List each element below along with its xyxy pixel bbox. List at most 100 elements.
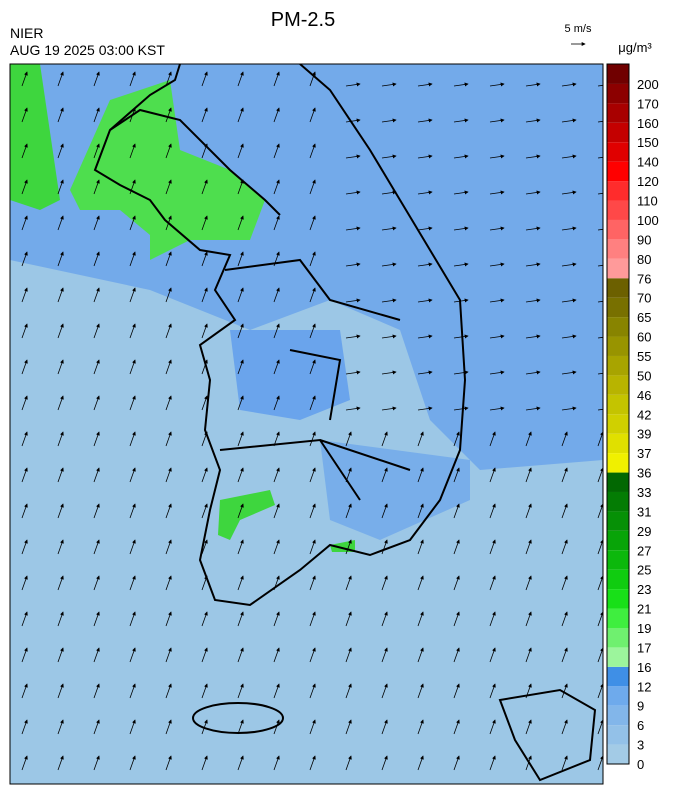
wind-arrow <box>93 431 100 447</box>
wind-arrow <box>237 611 244 627</box>
colorbar-segment <box>607 627 629 648</box>
wind-arrow <box>273 611 280 627</box>
wind-arrow <box>453 118 469 123</box>
wind-arrow <box>129 503 136 519</box>
wind-arrow <box>237 755 244 771</box>
wind-arrow <box>237 287 244 303</box>
wind-arrow <box>561 370 577 375</box>
wind-arrow <box>165 143 172 159</box>
wind-arrow <box>525 611 532 627</box>
colorbar-label: 29 <box>637 524 651 539</box>
colorbar-label: 12 <box>637 679 651 694</box>
colorbar-label: 140 <box>637 155 659 170</box>
wind-arrow <box>93 647 100 663</box>
wind-arrow <box>561 611 568 627</box>
wind-arrow <box>381 683 388 699</box>
wind-arrow <box>597 647 603 663</box>
wind-arrow <box>129 143 136 159</box>
wind-arrow <box>201 611 208 627</box>
wind-arrow <box>201 647 208 663</box>
wind-arrow <box>273 179 280 195</box>
wind-arrow <box>57 323 64 339</box>
wind-arrow <box>417 298 433 303</box>
wind-arrow <box>309 179 316 195</box>
wind-arrow <box>237 143 244 159</box>
colorbar-label: 100 <box>637 213 659 228</box>
wind-arrow <box>345 683 352 699</box>
wind-arrow <box>417 431 424 447</box>
wind-arrow <box>417 370 433 375</box>
colorbar-segment <box>607 453 629 473</box>
wind-arrow <box>453 190 469 195</box>
wind-arrow <box>57 755 64 771</box>
wind-arrow <box>381 647 388 663</box>
wind-arrow <box>489 683 496 699</box>
title: PM-2.5 <box>271 9 335 31</box>
wind-arrow <box>345 406 361 411</box>
wind-arrow <box>21 755 28 771</box>
wind-arrow <box>57 395 64 411</box>
pollution-zone <box>218 490 275 540</box>
colorbar-segment <box>607 666 629 687</box>
wind-arrow <box>525 647 532 663</box>
wind-arrow <box>417 647 424 663</box>
wind-arrow <box>417 406 433 411</box>
wind-arrow <box>165 539 172 555</box>
wind-arrow <box>489 431 496 447</box>
wind-arrow <box>597 300 603 303</box>
wind-arrow <box>597 336 603 339</box>
wind-arrow <box>129 683 136 699</box>
wind-arrow <box>273 107 280 123</box>
wind-arrow <box>381 503 388 519</box>
wind-arrow <box>237 431 244 447</box>
wind-arrow <box>525 539 532 555</box>
wind-arrow <box>453 406 469 411</box>
wind-arrow <box>561 298 577 303</box>
wind-arrow <box>237 467 244 483</box>
jeju-island <box>192 702 284 734</box>
colorbar-label: 200 <box>637 77 659 92</box>
wind-arrow <box>129 215 136 231</box>
wind-arrow <box>525 82 541 87</box>
wind-arrow <box>93 719 100 735</box>
colorbar-segment <box>607 258 629 279</box>
wind-arrow <box>453 719 460 735</box>
wind-arrow <box>273 467 280 483</box>
wind-arrow <box>417 190 433 195</box>
wind-arrow <box>57 431 64 447</box>
wind-arrow <box>597 156 603 159</box>
wind-arrow <box>345 539 352 555</box>
wind-arrow <box>597 84 603 87</box>
wind-arrow <box>201 215 208 231</box>
wind-arrow <box>597 611 603 627</box>
wind-arrow <box>525 298 541 303</box>
wind-arrow <box>345 370 361 375</box>
colorbar-segment <box>607 278 629 298</box>
colorbar-segment <box>607 569 629 590</box>
wind-arrow <box>489 226 505 231</box>
wind-arrow <box>561 226 577 231</box>
wind-arrow <box>201 287 208 303</box>
wind-arrow <box>489 334 505 339</box>
wind-arrow <box>129 539 136 555</box>
colorbar-segment <box>607 200 629 220</box>
wind-arrow <box>345 575 352 591</box>
wind-arrow <box>273 287 280 303</box>
wind-arrow <box>597 408 603 411</box>
colorbar-segment <box>607 589 629 609</box>
wind-arrow <box>525 467 532 483</box>
wind-arrow <box>201 107 208 123</box>
wind-arrow <box>561 539 568 555</box>
colorbar-segment <box>607 705 629 726</box>
wind-arrow <box>129 575 136 591</box>
wind-arrow <box>453 467 460 483</box>
wind-arrow <box>417 262 433 267</box>
colorbar-segment <box>607 744 629 764</box>
colorbar-label: 37 <box>637 446 651 461</box>
wind-arrow <box>561 334 577 339</box>
wind-arrow <box>489 262 505 267</box>
wind-arrow <box>201 251 208 267</box>
wind-arrow <box>417 719 424 735</box>
colorbar-segment <box>607 317 629 337</box>
wind-arrow <box>93 359 100 375</box>
